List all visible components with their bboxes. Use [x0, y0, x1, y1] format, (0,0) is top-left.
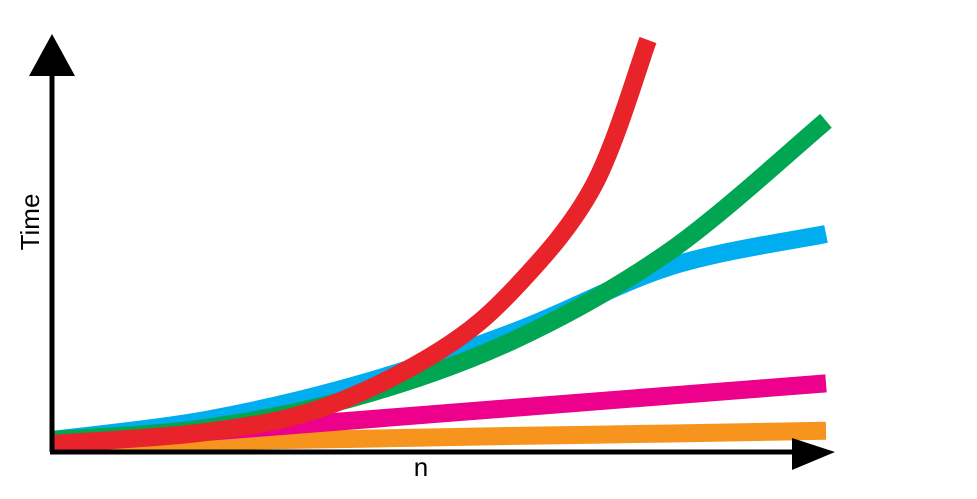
- x-axis-arrow-icon: [792, 438, 835, 470]
- series-layer: [50, 36, 832, 453]
- series-line-1: [51, 36, 657, 453]
- x-axis-label: n: [414, 452, 428, 482]
- y-axis-arrow-icon: [29, 34, 75, 76]
- y-axis-label: Time: [15, 194, 45, 251]
